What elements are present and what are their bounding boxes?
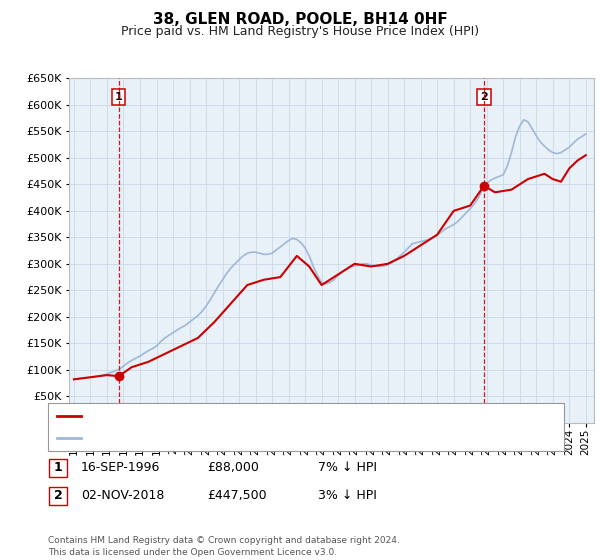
Text: 38, GLEN ROAD, POOLE, BH14 0HF (detached house): 38, GLEN ROAD, POOLE, BH14 0HF (detached… bbox=[85, 411, 381, 421]
Text: Contains HM Land Registry data © Crown copyright and database right 2024.
This d: Contains HM Land Registry data © Crown c… bbox=[48, 536, 400, 557]
Text: 38, GLEN ROAD, POOLE, BH14 0HF: 38, GLEN ROAD, POOLE, BH14 0HF bbox=[152, 12, 448, 27]
Text: 7% ↓ HPI: 7% ↓ HPI bbox=[318, 461, 377, 474]
Text: 16-SEP-1996: 16-SEP-1996 bbox=[81, 461, 160, 474]
Text: £447,500: £447,500 bbox=[207, 489, 266, 502]
Text: 2: 2 bbox=[54, 489, 62, 502]
Text: £88,000: £88,000 bbox=[207, 461, 259, 474]
Text: 2: 2 bbox=[480, 92, 488, 102]
Text: 1: 1 bbox=[54, 461, 62, 474]
Text: 02-NOV-2018: 02-NOV-2018 bbox=[81, 489, 164, 502]
Text: 3% ↓ HPI: 3% ↓ HPI bbox=[318, 489, 377, 502]
Text: Price paid vs. HM Land Registry's House Price Index (HPI): Price paid vs. HM Land Registry's House … bbox=[121, 25, 479, 38]
Text: HPI: Average price, detached house, Bournemouth Christchurch and Poole: HPI: Average price, detached house, Bour… bbox=[85, 433, 500, 443]
Text: 1: 1 bbox=[115, 92, 122, 102]
